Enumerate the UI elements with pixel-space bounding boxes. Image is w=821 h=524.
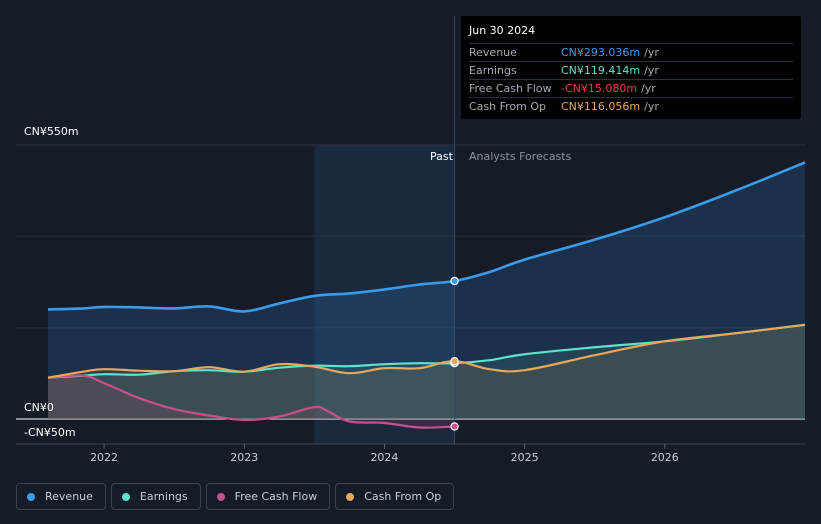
x-tick-label: 2025 — [511, 451, 539, 464]
series-area-earnings — [48, 324, 805, 419]
data-point-free-cash-flow — [450, 422, 459, 431]
tooltip-label: Free Cash Flow — [469, 82, 552, 95]
y-tick-label-top: CN¥550m — [24, 125, 79, 138]
x-axis-ticks: 2022 2023 2024 2025 2026 — [90, 444, 679, 464]
tooltip-unit: /yr — [644, 64, 659, 77]
y-tick-label-bottom: -CN¥50m — [24, 426, 76, 439]
tooltip-label: Earnings — [469, 64, 517, 77]
legend: Revenue Earnings Free Cash Flow Cash Fro… — [16, 483, 455, 510]
series-area-free-cash-flow — [48, 375, 455, 428]
tooltip-date: Jun 30 2024 — [469, 24, 536, 37]
tooltip-value: CN¥116.056m — [561, 100, 641, 113]
x-tick-label: 2022 — [90, 451, 118, 464]
series-lines — [47, 161, 806, 429]
series-line-revenue — [47, 161, 806, 313]
legend-item-revenue[interactable]: Revenue — [16, 483, 106, 510]
tooltip-unit: /yr — [641, 82, 656, 95]
series-area-cash-from-op — [48, 324, 805, 419]
legend-item-earnings[interactable]: Earnings — [110, 483, 201, 510]
tooltip-row-cash-from-op: Cash From Op CN¥116.056m /yr — [469, 97, 793, 115]
tooltip-unit: /yr — [644, 46, 659, 59]
x-tick-label: 2026 — [651, 451, 679, 464]
tooltip-value: CN¥293.036m — [561, 46, 641, 59]
past-label: Past — [430, 150, 453, 163]
legend-item-cash-from-op[interactable]: Cash From Op — [335, 483, 455, 510]
data-point-revenue — [450, 276, 459, 286]
legend-label: Revenue — [45, 490, 93, 503]
gridlines — [16, 144, 805, 445]
tooltip-label: Cash From Op — [469, 100, 547, 113]
legend-dot-icon — [121, 492, 130, 501]
legend-label: Free Cash Flow — [234, 490, 318, 503]
series-area-revenue — [48, 162, 805, 419]
hover-points — [450, 276, 459, 431]
series-line-cash-from-op — [47, 323, 806, 379]
series-areas — [48, 162, 805, 428]
legend-dot-icon — [27, 492, 35, 501]
tooltip-unit: /yr — [644, 100, 659, 113]
legend-dot-icon — [346, 492, 355, 501]
x-tick-label: 2023 — [230, 451, 258, 464]
tooltip-value: -CN¥15.080m — [561, 82, 638, 95]
data-point-cash-from-op — [450, 357, 459, 366]
tooltip-row-revenue: Revenue CN¥293.036m /yr — [469, 43, 793, 61]
forecast-label: Analysts Forecasts — [469, 150, 572, 163]
tooltip: Jun 30 2024 Revenue CN¥293.036m /yr Earn… — [461, 16, 801, 119]
x-tick-label: 2024 — [370, 451, 398, 464]
series-line-free-cash-flow — [47, 374, 455, 429]
tooltip-value: CN¥119.414m — [561, 64, 641, 77]
legend-item-free-cash-flow[interactable]: Free Cash Flow — [205, 483, 331, 510]
y-tick-label-zero: CN¥0 — [24, 401, 54, 414]
tooltip-row-earnings: Earnings CN¥119.414m /yr — [469, 61, 793, 79]
series-line-earnings — [47, 323, 806, 379]
legend-dot-icon — [216, 492, 225, 501]
tooltip-row-free-cash-flow: Free Cash Flow -CN¥15.080m /yr — [469, 79, 793, 97]
legend-label: Earnings — [139, 490, 188, 503]
tooltip-label: Revenue — [469, 46, 517, 59]
legend-label: Cash From Op — [364, 490, 442, 503]
